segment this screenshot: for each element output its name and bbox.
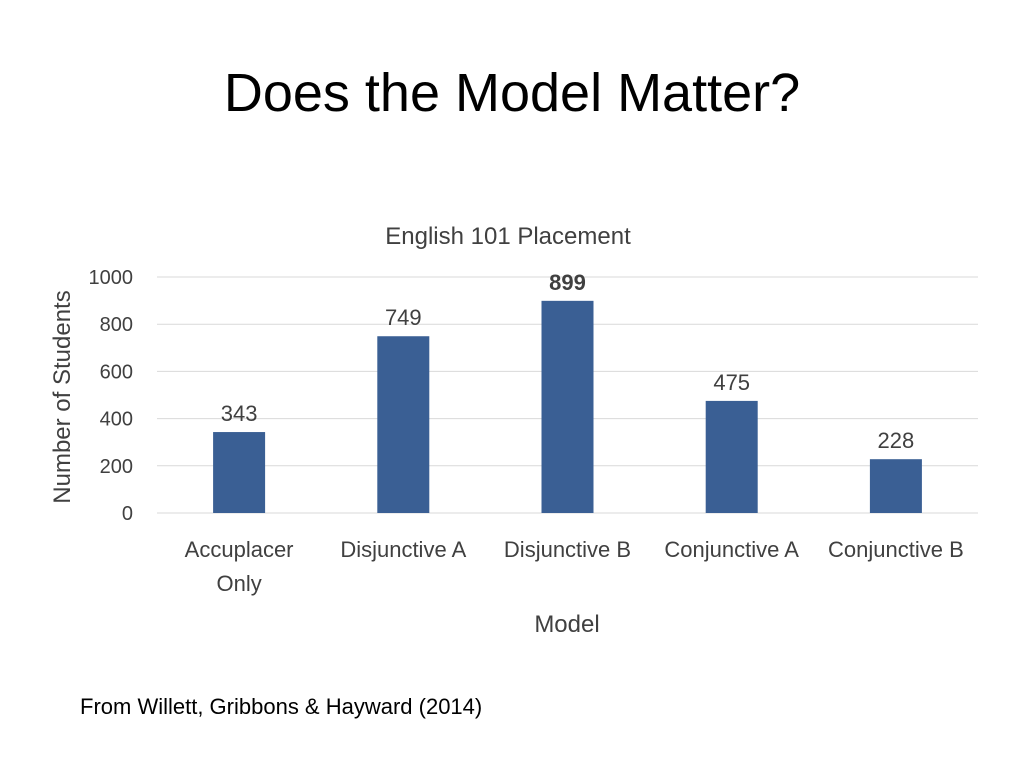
bar-1 <box>213 432 266 513</box>
source-citation: From Willett, Gribbons & Hayward (2014) <box>80 694 483 719</box>
chart-title: English 101 Placement <box>385 223 631 250</box>
y-tick-label-1000: 1000 <box>89 267 134 289</box>
data-label-5: 228 <box>878 428 915 453</box>
x-tick-label-line: Only <box>216 571 261 596</box>
y-tick-label-0: 0 <box>122 503 133 525</box>
data-label-1: 343 <box>221 401 258 426</box>
slide-title: Does the Model Matter? <box>223 63 801 123</box>
x-tick-label-line: Disjunctive B <box>504 537 631 562</box>
y-tick-label-200: 200 <box>100 456 133 478</box>
x-tick-label-line: Conjunctive A <box>664 537 799 562</box>
x-tick-label-2: Disjunctive A <box>340 537 466 562</box>
x-tick-label-line: Conjunctive B <box>828 537 964 562</box>
data-label-4: 475 <box>713 370 750 395</box>
y-tick-label-800: 800 <box>100 314 133 336</box>
y-tick-label-400: 400 <box>100 409 133 431</box>
y-tick-label-600: 600 <box>100 361 133 383</box>
x-tick-label-5: Conjunctive B <box>828 537 964 562</box>
x-tick-label-1: Accuplacer Only <box>185 537 294 596</box>
data-label-2: 749 <box>385 305 422 330</box>
x-tick-label-line: Accuplacer <box>185 537 294 562</box>
x-tick-label-4: Conjunctive A <box>664 537 799 562</box>
y-axis-title: Number of Students <box>49 290 76 503</box>
bar-3 <box>541 300 594 513</box>
bar-2 <box>377 336 430 513</box>
bar-4 <box>705 400 758 513</box>
bar-5 <box>869 459 922 513</box>
x-tick-label-line: Disjunctive A <box>340 537 466 562</box>
data-label-3: 899 <box>549 270 586 295</box>
x-tick-label-3: Disjunctive B <box>504 537 631 562</box>
x-axis-title: Model <box>534 611 599 638</box>
